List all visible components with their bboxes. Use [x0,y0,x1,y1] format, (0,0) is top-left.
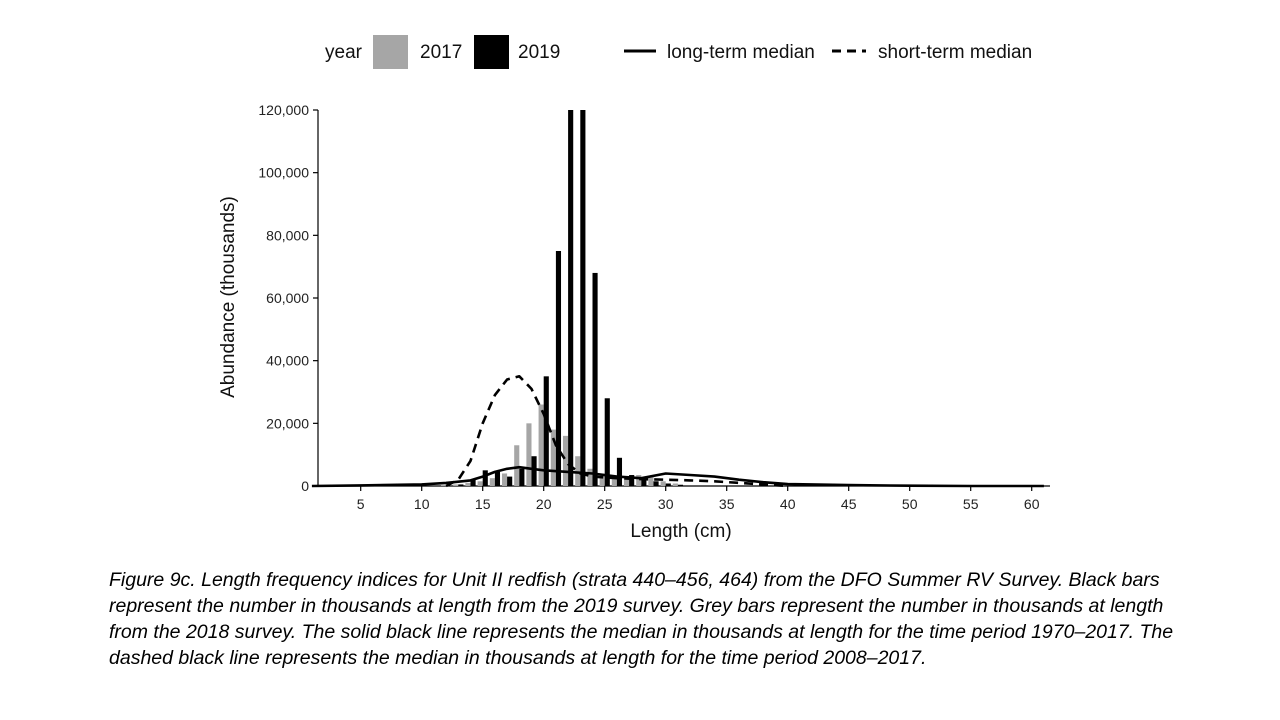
x-tick-label: 40 [780,496,796,512]
legend-title: year [325,42,363,63]
bar-2019 [531,456,537,486]
y-tick-label: 40,000 [266,353,309,369]
bar-2017 [611,478,617,486]
bar-2017 [465,482,471,486]
bar-2019 [519,468,525,486]
bar-2019 [543,376,549,486]
x-tick-label: 25 [597,496,613,512]
legend-label-long-term-median: long-term median [667,42,815,63]
line-short-term-median [445,375,788,488]
y-tick-label: 20,000 [266,415,309,431]
legend-swatch-2017 [373,35,408,69]
bar-2019 [592,272,598,486]
bar-2017 [648,476,654,486]
y-tick-label: 60,000 [266,290,309,306]
bar-2017 [672,483,678,486]
bar-2017 [587,468,593,486]
bar-2017 [501,473,508,486]
bar-2017 [440,485,447,486]
x-axis-title: Length (cm) [630,521,731,542]
legend-label-2017: 2017 [420,42,462,63]
legend-swatch-2019 [474,35,509,69]
legend-label-2019: 2019 [518,42,560,63]
bar-2019 [494,471,501,486]
y-axis-title: Abundance (thousands) [218,196,239,398]
x-tick-label: 30 [658,496,674,512]
bar-2019 [653,481,659,486]
bar-2017 [526,423,532,486]
y-tick-label: 100,000 [258,165,309,181]
bar-2019 [568,110,574,486]
bar-2019 [604,398,610,486]
bar-2019 [555,251,562,486]
x-tick-label: 20 [536,496,552,512]
bar-2017 [575,456,581,486]
x-tick-label: 60 [1024,496,1040,512]
bar-2017 [550,429,556,486]
y-tick-label: 80,000 [266,227,309,243]
figure-caption: Figure 9c. Length frequency indices for … [109,569,1174,669]
y-tick-label: 120,000 [258,102,309,118]
line-long-term-median [311,465,1044,488]
bar-2019 [641,479,647,486]
legend-label-short-term-median: short-term median [878,42,1032,63]
bar-2017 [453,484,459,486]
x-tick-label: 5 [357,496,365,512]
bar-2019 [629,475,635,486]
bar-2019 [580,110,586,486]
x-tick-label: 50 [902,496,918,512]
bar-2019 [507,476,513,486]
bar-2017 [489,478,495,486]
bar-2019 [616,457,623,486]
bar-2019 [458,484,464,486]
bar-2017 [599,475,605,486]
bar-2017 [623,479,630,486]
x-tick-label: 45 [841,496,857,512]
bar-2017 [514,445,520,486]
bar-2017 [477,481,483,486]
bar-2019 [470,479,476,486]
y-tick-label: 0 [301,478,309,494]
bar-2019 [482,470,488,486]
x-tick-label: 15 [475,496,491,512]
x-tick-label: 35 [719,496,735,512]
x-tick-label: 10 [414,496,430,512]
length-frequency-chart: year 2017 2019 long-term median short-te… [218,35,1050,542]
bar-2017 [660,481,666,486]
legend: year 2017 2019 long-term median short-te… [325,35,1032,69]
bar-2019 [665,483,671,486]
x-tick-label: 55 [963,496,979,512]
bar-2017 [538,404,544,486]
plot-area: 0 20,000 40,000 60,000 80,000 100,000 120,000 5… [258,102,1050,512]
bar-2017 [636,475,642,486]
bar-2019 [677,484,684,486]
bar-2017 [562,435,569,486]
